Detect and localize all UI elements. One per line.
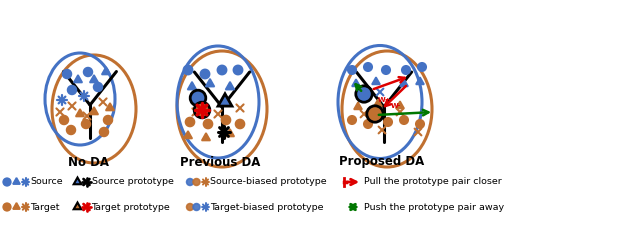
Circle shape (384, 118, 393, 126)
Polygon shape (352, 79, 360, 86)
Circle shape (100, 128, 108, 136)
Circle shape (382, 66, 390, 74)
Circle shape (187, 179, 193, 185)
Circle shape (364, 63, 372, 71)
Text: Target-biased prototype: Target-biased prototype (210, 203, 324, 212)
Circle shape (235, 120, 245, 129)
Circle shape (3, 203, 11, 211)
Polygon shape (13, 178, 20, 184)
Polygon shape (90, 107, 98, 114)
Polygon shape (374, 99, 382, 106)
Polygon shape (13, 203, 20, 209)
Text: W+: W+ (378, 97, 392, 103)
Polygon shape (400, 79, 408, 86)
Text: Push the prototype pair away: Push the prototype pair away (364, 203, 504, 212)
Polygon shape (74, 203, 81, 209)
Text: Source prototype: Source prototype (91, 177, 173, 187)
Circle shape (348, 116, 356, 124)
Polygon shape (416, 77, 424, 84)
Polygon shape (76, 109, 85, 116)
Circle shape (183, 65, 193, 75)
Polygon shape (106, 103, 115, 111)
Circle shape (63, 70, 71, 78)
Polygon shape (74, 75, 82, 83)
Polygon shape (188, 82, 197, 90)
Circle shape (367, 106, 383, 122)
Circle shape (3, 178, 11, 186)
Circle shape (84, 68, 93, 76)
Polygon shape (396, 101, 404, 108)
Polygon shape (202, 133, 210, 141)
Polygon shape (225, 82, 234, 90)
Polygon shape (90, 75, 98, 83)
Circle shape (200, 69, 210, 79)
Circle shape (402, 66, 410, 74)
Circle shape (94, 83, 103, 91)
Circle shape (187, 204, 193, 210)
Circle shape (416, 120, 424, 128)
Circle shape (356, 86, 372, 102)
Text: No DA: No DA (68, 156, 108, 168)
Polygon shape (102, 67, 110, 75)
Circle shape (66, 126, 75, 134)
Circle shape (190, 90, 206, 106)
Circle shape (68, 86, 76, 94)
Text: Proposed DA: Proposed DA (339, 156, 424, 168)
Text: Target: Target (31, 203, 60, 212)
Polygon shape (184, 131, 192, 138)
Circle shape (59, 116, 68, 124)
Text: W-: W- (391, 103, 401, 109)
Circle shape (217, 65, 227, 75)
Text: Pull the prototype pair closer: Pull the prototype pair closer (364, 177, 502, 187)
Circle shape (81, 120, 90, 129)
Circle shape (193, 204, 200, 210)
Text: Source-biased prototype: Source-biased prototype (210, 177, 327, 187)
Circle shape (193, 179, 200, 185)
Circle shape (400, 116, 408, 124)
Polygon shape (226, 129, 234, 136)
Circle shape (222, 115, 230, 124)
Circle shape (233, 65, 243, 75)
Text: Source: Source (31, 177, 63, 187)
Polygon shape (354, 102, 362, 109)
Polygon shape (372, 77, 380, 84)
Circle shape (103, 116, 113, 124)
Circle shape (364, 120, 372, 128)
Circle shape (185, 118, 195, 127)
Circle shape (194, 102, 210, 118)
Text: Previous DA: Previous DA (180, 156, 260, 168)
Circle shape (418, 63, 426, 71)
Polygon shape (74, 177, 81, 184)
Circle shape (203, 120, 212, 129)
Circle shape (348, 66, 356, 74)
Polygon shape (205, 79, 215, 87)
Polygon shape (218, 94, 232, 106)
Text: Target prototype: Target prototype (91, 203, 170, 212)
